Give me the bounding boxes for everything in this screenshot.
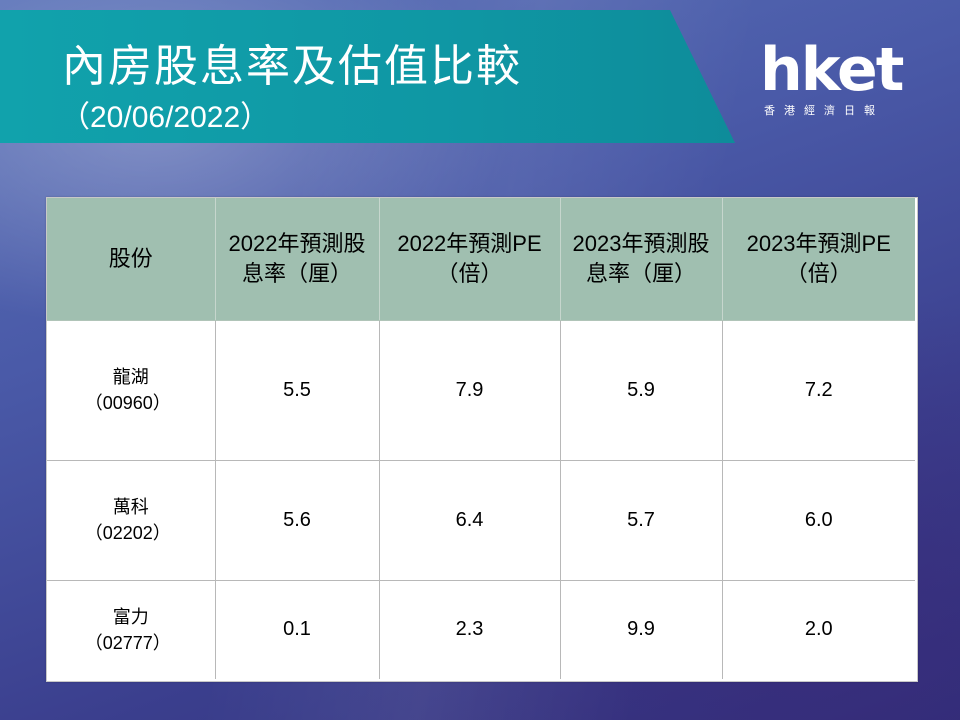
page-title: 內房股息率及估值比較 [62, 41, 522, 92]
header-div-2023: 2023年預測股息率（厘） [560, 198, 723, 321]
stock-name: 龍湖 [112, 367, 149, 387]
stock-name: 富力 [112, 606, 149, 627]
stock-cell: 萬科 （02202） [47, 460, 216, 581]
div-2022-cell: 5.6 [215, 460, 380, 581]
header-div-2022: 2022年預測股息率（厘） [215, 198, 380, 321]
stock-code: （02777） [84, 632, 171, 653]
div-2022-cell: 5.5 [215, 320, 380, 461]
stock-cell: 富力 （02777） [47, 580, 216, 679]
table-row: 龍湖 （00960） 5.5 7.9 5.9 7.2 [47, 320, 915, 461]
div-2022-cell: 0.1 [215, 580, 380, 679]
pe-2023-cell: 6.0 [722, 460, 915, 581]
div-2023-cell: 9.9 [560, 580, 723, 679]
pe-2022-cell: 6.4 [379, 460, 561, 581]
pe-2022-cell: 2.3 [379, 580, 561, 679]
table-row: 富力 （02777） 0.1 2.3 9.9 2.0 [47, 580, 915, 679]
page-date: （20/06/2022） [60, 101, 271, 134]
hket-logo: hket 香港經濟日報 [760, 40, 920, 118]
stock-cell: 龍湖 （00960） [47, 320, 216, 461]
title-band [0, 10, 735, 143]
div-2023-cell: 5.7 [560, 460, 723, 581]
stock-code: （02202） [84, 523, 171, 543]
pe-2023-cell: 7.2 [722, 320, 915, 461]
pe-2022-cell: 7.9 [379, 320, 561, 461]
header-pe-2022: 2022年預測PE（倍） [379, 198, 561, 321]
pe-2023-cell: 2.0 [804, 618, 833, 641]
table-header-row: 股份 2022年預測股息率（厘） 2022年預測PE（倍） 2023年預測股息率… [47, 198, 915, 321]
div-2023-cell: 5.9 [560, 320, 723, 461]
header-stock: 股份 [47, 198, 216, 321]
table-row: 萬科 （02202） 5.6 6.4 5.7 6.0 [47, 460, 915, 581]
logo-text: hket [760, 35, 904, 105]
stock-code: （00960） [84, 393, 171, 413]
stock-name: 萬科 [112, 497, 149, 517]
logo-subtitle: 香港經濟日報 [764, 104, 884, 117]
comparison-table: 股份 2022年預測股息率（厘） 2022年預測PE（倍） 2023年預測股息率… [46, 197, 918, 682]
header-pe-2023: 2023年預測PE（倍） [722, 198, 915, 321]
